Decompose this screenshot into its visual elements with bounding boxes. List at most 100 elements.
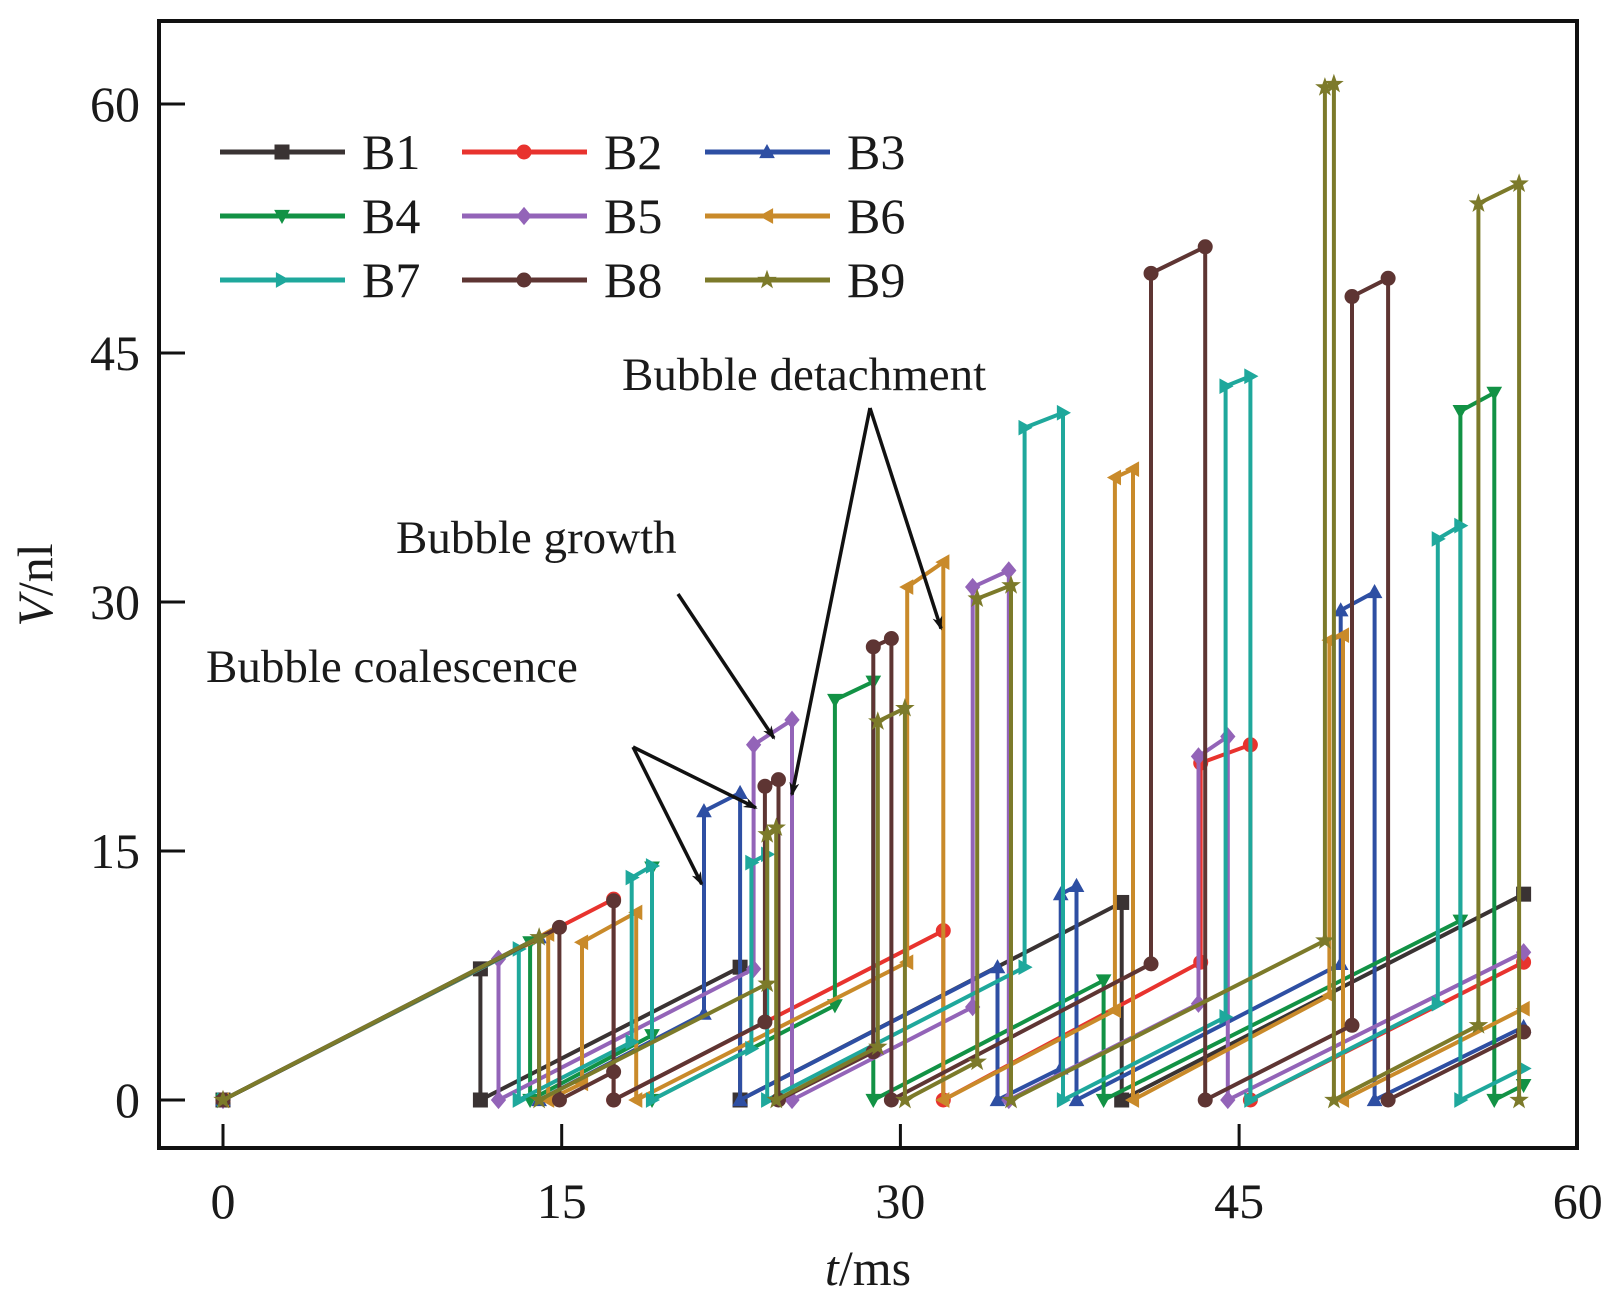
legend-swatch-marker (516, 144, 532, 160)
legend-swatch-marker (758, 208, 774, 224)
y-tick-label-60: 60 (90, 76, 140, 132)
series-b8-point-17 (1197, 1092, 1213, 1108)
x-tick-label-45: 45 (1214, 1173, 1264, 1229)
series-b8-point-1 (551, 919, 567, 935)
series-b4-point-9 (865, 1093, 882, 1109)
annotation-arrow-2-0 (789, 407, 872, 797)
x-ticks: 0 15 30 45 60 (211, 1124, 1603, 1229)
series-b8-point-13 (883, 1092, 899, 1108)
series-b9-point-10 (895, 1089, 915, 1109)
series-b7-point-22 (1454, 1092, 1469, 1108)
legend-swatch-marker (759, 143, 775, 159)
legend-item-b2: B2 (462, 124, 662, 180)
series-b6-point-10 (935, 1092, 950, 1108)
series-b7-point-7 (745, 1040, 760, 1057)
series-b7-point-4 (625, 869, 640, 886)
series-b8-point-6 (757, 1014, 773, 1030)
series-b9-point-3 (757, 973, 777, 993)
series-b7-point-2 (512, 1092, 527, 1108)
series-b9-point-12 (967, 588, 987, 608)
series-b5-point-2 (490, 1090, 507, 1110)
series-b5-point-3 (745, 959, 762, 979)
legend-label: B8 (604, 252, 662, 308)
series-b8-point-16 (1197, 239, 1213, 255)
series-b9 (213, 73, 1529, 1109)
series-b7-point-15 (1219, 1009, 1234, 1025)
annotation-arrow-1-0 (676, 593, 776, 740)
series-b3-point-4 (696, 803, 712, 818)
series-b6-point-12 (1106, 469, 1122, 486)
series-b5-point-12 (1190, 747, 1207, 766)
series-b6-line (222, 466, 1525, 1104)
legend-label: B4 (362, 188, 420, 244)
series-b5-point-14 (1220, 1090, 1236, 1110)
legend-label: B3 (847, 124, 905, 180)
series-b7-point-3 (625, 1034, 640, 1050)
series-layer (213, 73, 1532, 1110)
annotation-arrow-0-1 (632, 745, 758, 810)
series-b1-point-2 (472, 1092, 488, 1108)
x-axis-title: t/ms (825, 1240, 911, 1296)
series-b3-point-7 (989, 959, 1006, 974)
series-b4-point-10 (1095, 974, 1112, 989)
legend-item-b8: B8 (462, 252, 662, 308)
series-b6-point-4 (573, 934, 589, 951)
annotations: Bubble coalescence Bubble growth Bubble … (206, 349, 986, 886)
series-b7-point-8 (745, 854, 760, 871)
series-b5-point-13 (1220, 727, 1236, 746)
series-b8-point-20 (1380, 270, 1396, 286)
x-tick-label-60: 60 (1553, 1173, 1603, 1229)
y-tick-label-0: 0 (115, 1072, 140, 1128)
series-b6-point-14 (1124, 1092, 1140, 1108)
series-b3-point-14 (1332, 602, 1349, 617)
legend-item-b6: B6 (705, 188, 905, 244)
series-b9-point-19 (1468, 1014, 1489, 1034)
series-b7-point-18 (1244, 1092, 1259, 1108)
series-b9-point-20 (1468, 193, 1489, 212)
y-axis-title: V/nl (7, 543, 63, 626)
legend-item-b4: B4 (220, 188, 420, 244)
series-b8-point-19 (1344, 289, 1360, 305)
series-b6-point-11 (1106, 1002, 1122, 1019)
legend-swatch-marker (274, 209, 290, 225)
series-b8-point-2 (551, 1092, 567, 1108)
annotation-coalescence: Bubble coalescence (206, 641, 578, 693)
legend-swatch-marker (275, 272, 291, 288)
y-ticks: 0 15 30 45 60 (90, 76, 185, 1128)
legend-swatch-marker (516, 272, 532, 288)
series-b6-point-17 (1334, 627, 1350, 644)
legend-swatch-marker (274, 144, 290, 160)
series-b9-point-13 (1001, 575, 1021, 594)
series-b8-point-8 (770, 772, 786, 788)
series-b5-point-9 (1001, 561, 1017, 580)
plot-frame (157, 19, 1579, 1150)
series-b7-point-5 (645, 858, 661, 874)
series-b3-point-8 (989, 1091, 1006, 1107)
series-b7-point-11 (1018, 959, 1033, 976)
series-b8-point-21 (1380, 1092, 1396, 1108)
y-tick-label-45: 45 (90, 325, 140, 381)
series-b9-point-7 (868, 1036, 888, 1056)
axes (157, 19, 1579, 1150)
series-b9-point-17 (1324, 73, 1344, 93)
series-b9-point-1 (529, 927, 549, 946)
legend: B1 B2 B3 B4 B5 B6 B7 B8 B9 (220, 124, 905, 308)
series-b9-point-2 (529, 1089, 549, 1109)
legend-label: B1 (362, 124, 420, 180)
series-b9-point-15 (1315, 930, 1335, 949)
series-b9-point-11 (967, 1051, 987, 1071)
series-b7-point-12 (1018, 419, 1033, 436)
annotation-detachment: Bubble detachment (622, 349, 986, 401)
series-b5-point-5 (784, 710, 800, 730)
series-b5-point-4 (745, 735, 762, 754)
series-b9-point-18 (1324, 1089, 1344, 1109)
legend-label: B9 (847, 252, 905, 308)
series-b7-point-21 (1454, 517, 1469, 534)
series-b8-point-4 (606, 893, 622, 909)
series-b7-point-13 (1056, 404, 1072, 421)
series-b3-point-11 (1068, 877, 1085, 892)
legend-label: B5 (604, 188, 662, 244)
series-b3-point-6 (732, 1091, 748, 1107)
series-b7-point-6 (645, 1092, 661, 1108)
